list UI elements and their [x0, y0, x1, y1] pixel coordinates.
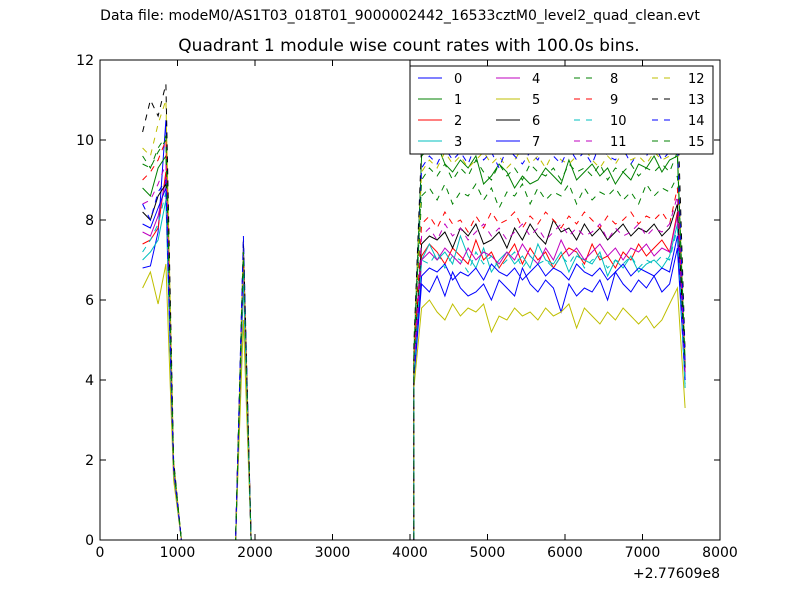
y-tick-label: 2 [85, 453, 94, 469]
y-tick-label: 12 [76, 53, 94, 69]
legend-label: 1 [454, 93, 462, 108]
x-tick-label: 4000 [392, 545, 428, 561]
x-tick-label: 5000 [470, 545, 506, 561]
legend-label: 14 [688, 114, 705, 129]
x-tick-label: 1000 [160, 545, 196, 561]
series-line-11 [142, 163, 686, 540]
legend-label: 7 [532, 135, 540, 150]
x-tick-label: 8000 [702, 545, 738, 561]
legend-label: 10 [610, 114, 627, 129]
legend-label: 12 [688, 72, 705, 87]
x-tick-label: 7000 [625, 545, 661, 561]
series-line-10 [142, 191, 686, 540]
series-line-8 [142, 134, 686, 540]
x-tick-label: 6000 [547, 545, 583, 561]
legend-label: 2 [454, 114, 462, 129]
legend-label: 5 [532, 93, 540, 108]
legend-label: 6 [532, 114, 540, 129]
x-tick-label: 2000 [237, 545, 273, 561]
legend-label: 4 [532, 72, 540, 87]
legend-label: 0 [454, 72, 462, 87]
legend-label: 11 [610, 135, 627, 150]
series-line-5 [142, 263, 686, 540]
legend-label: 13 [688, 93, 705, 108]
series-line-14 [142, 142, 686, 540]
legend-label: 15 [688, 135, 705, 150]
ticks-layer: 0 1000 2000 3000 4000 5000 6000 7000 80000246810… [76, 53, 738, 561]
y-tick-label: 0 [85, 533, 94, 549]
y-tick-label: 8 [85, 213, 94, 229]
series-line-15 [142, 138, 686, 540]
axes-frame [99, 59, 721, 541]
y-tick-label: 4 [85, 373, 94, 389]
y-tick-label: 6 [85, 293, 94, 309]
series-line-12 [142, 99, 686, 540]
x-offset-label: +2.77609e8 [633, 566, 720, 582]
y-tick-label: 10 [76, 133, 94, 149]
chart-title: Quadrant 1 module wise count rates with … [178, 36, 640, 56]
figure-suptitle: Data file: modeM0/AS1T03_018T01_90000024… [100, 8, 700, 24]
legend-label: 9 [610, 93, 618, 108]
x-tick-label: 0 [96, 545, 105, 561]
legend-label: 8 [610, 72, 618, 87]
x-tick-label: 3000 [315, 545, 351, 561]
legend-box [409, 65, 714, 155]
legend-label: 3 [454, 135, 462, 150]
